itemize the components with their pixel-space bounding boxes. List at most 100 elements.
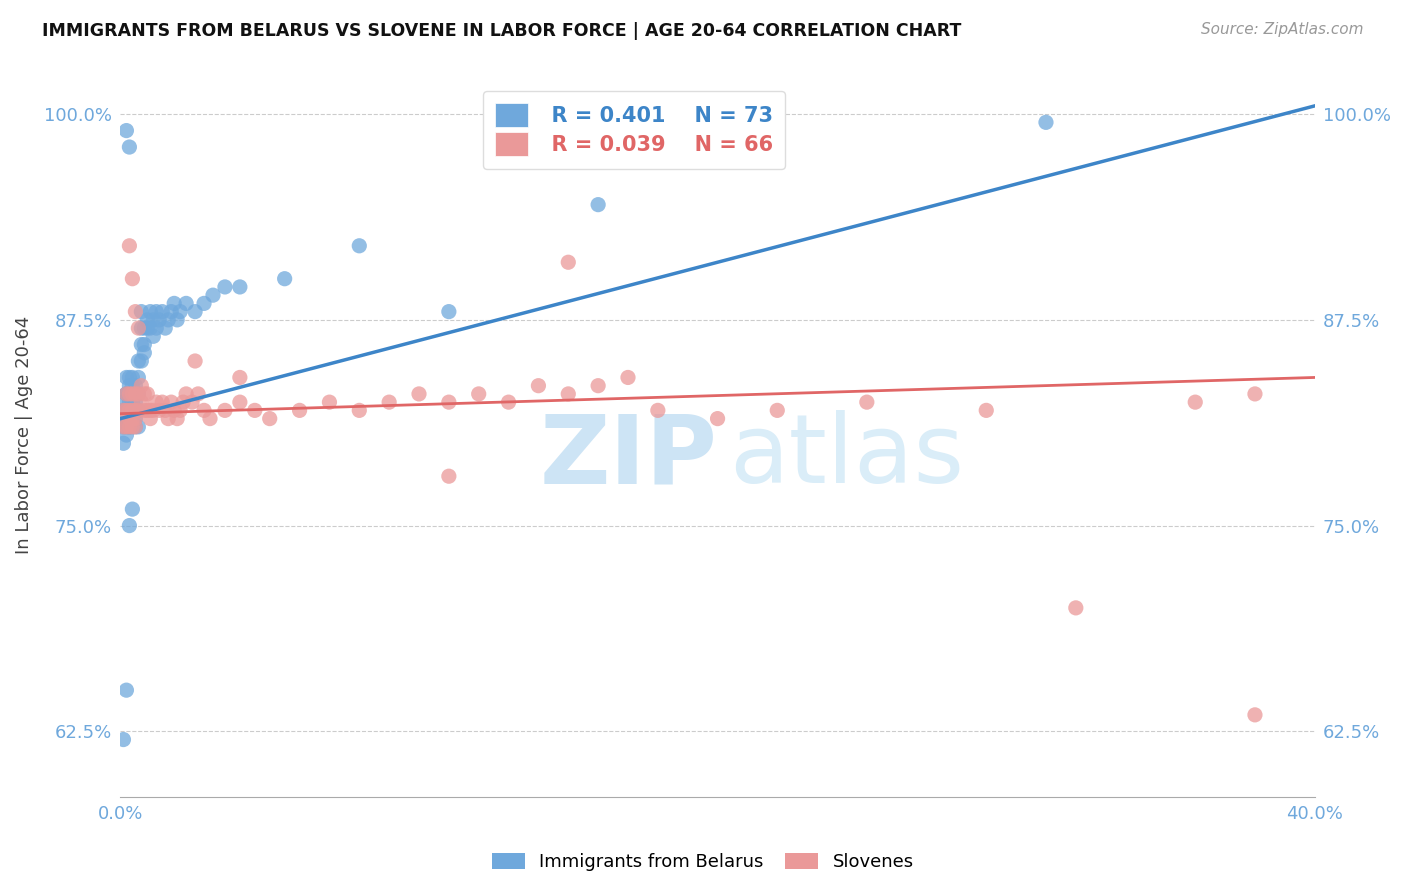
Point	[112, 420, 135, 434]
Point	[112, 395, 135, 409]
Point	[121, 271, 143, 285]
Point	[214, 403, 236, 417]
Point	[115, 420, 138, 434]
Point	[115, 428, 138, 442]
Point	[121, 378, 143, 392]
Point	[437, 395, 460, 409]
Point	[118, 411, 141, 425]
Point	[408, 387, 430, 401]
Point	[121, 370, 143, 384]
Point	[586, 197, 609, 211]
Point	[166, 313, 188, 327]
Point	[134, 387, 156, 401]
Point	[115, 387, 138, 401]
Point	[157, 313, 180, 327]
Point	[273, 271, 295, 285]
Point	[166, 411, 188, 425]
Point	[142, 403, 165, 417]
Point	[1244, 387, 1267, 401]
Point	[139, 403, 162, 417]
Point	[118, 420, 141, 434]
Point	[974, 403, 997, 417]
Point	[647, 403, 669, 417]
Point	[145, 395, 167, 409]
Text: atlas: atlas	[730, 410, 965, 503]
Point	[193, 296, 215, 310]
Point	[127, 403, 149, 417]
Point	[155, 403, 177, 417]
Point	[127, 420, 149, 434]
Point	[136, 313, 159, 327]
Text: ZIP: ZIP	[540, 410, 717, 503]
Point	[124, 395, 146, 409]
Point	[136, 387, 159, 401]
Point	[557, 255, 579, 269]
Point	[148, 403, 170, 417]
Point	[378, 395, 401, 409]
Point	[118, 411, 141, 425]
Point	[121, 387, 143, 401]
Point	[124, 403, 146, 417]
Point	[318, 395, 340, 409]
Point	[121, 420, 143, 434]
Point	[121, 411, 143, 425]
Point	[121, 395, 143, 409]
Point	[131, 378, 153, 392]
Point	[139, 304, 162, 318]
Point	[174, 296, 197, 310]
Point	[150, 395, 173, 409]
Point	[139, 411, 162, 425]
Point	[118, 395, 141, 409]
Point	[127, 354, 149, 368]
Point	[856, 395, 879, 409]
Point	[766, 403, 789, 417]
Point	[174, 387, 197, 401]
Point	[112, 411, 135, 425]
Point	[131, 304, 153, 318]
Point	[127, 387, 149, 401]
Point	[349, 239, 371, 253]
Point	[139, 321, 162, 335]
Legend:   R = 0.401    N = 73,   R = 0.039    N = 66: R = 0.401 N = 73, R = 0.039 N = 66	[482, 91, 786, 169]
Point	[557, 387, 579, 401]
Point	[124, 411, 146, 425]
Point	[131, 395, 153, 409]
Point	[184, 304, 207, 318]
Point	[184, 354, 207, 368]
Point	[145, 321, 167, 335]
Point	[112, 420, 135, 434]
Point	[121, 502, 143, 516]
Point	[1184, 395, 1206, 409]
Point	[124, 420, 146, 434]
Point	[163, 296, 186, 310]
Point	[115, 683, 138, 698]
Point	[198, 411, 221, 425]
Point	[112, 732, 135, 747]
Point	[214, 280, 236, 294]
Point	[155, 321, 177, 335]
Point	[127, 403, 149, 417]
Point	[157, 411, 180, 425]
Point	[115, 403, 138, 417]
Point	[148, 313, 170, 327]
Point	[115, 387, 138, 401]
Point	[706, 411, 728, 425]
Point	[131, 337, 153, 351]
Point	[134, 321, 156, 335]
Point	[127, 370, 149, 384]
Point	[124, 304, 146, 318]
Point	[259, 411, 281, 425]
Point	[124, 387, 146, 401]
Point	[229, 395, 252, 409]
Point	[181, 395, 204, 409]
Point	[134, 403, 156, 417]
Point	[498, 395, 520, 409]
Point	[115, 370, 138, 384]
Point	[115, 420, 138, 434]
Point	[134, 345, 156, 359]
Point	[121, 403, 143, 417]
Point	[437, 304, 460, 318]
Point	[142, 329, 165, 343]
Point	[349, 403, 371, 417]
Point	[112, 403, 135, 417]
